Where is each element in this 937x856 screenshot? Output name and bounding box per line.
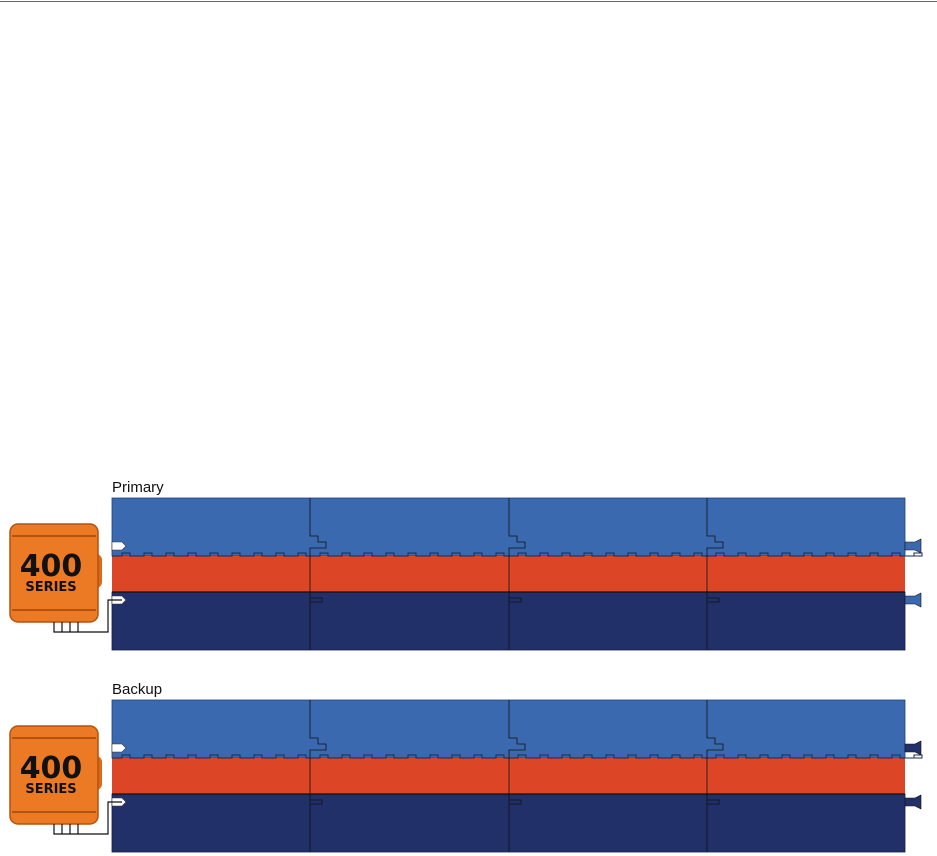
segment-joint <box>706 700 724 852</box>
device-series: SERIES <box>25 580 76 595</box>
lower-connector <box>310 799 323 805</box>
device-cable <box>53 599 122 633</box>
lower-connector <box>707 597 720 603</box>
panel-label: Primary <box>112 479 164 496</box>
segment-joint <box>309 700 327 852</box>
end-connector-right <box>904 538 922 554</box>
segment-joint <box>508 700 526 852</box>
segment-joint <box>706 498 724 650</box>
end-connector-right <box>904 794 922 810</box>
segment-joint <box>309 498 327 650</box>
end-connector-right <box>904 740 922 756</box>
lid-lower <box>111 591 906 651</box>
end-connector-right <box>904 592 922 608</box>
segment-joint <box>508 498 526 650</box>
device-cable <box>53 801 122 835</box>
lower-connector <box>310 597 323 603</box>
lower-connector <box>509 597 522 603</box>
lid-upper <box>111 699 906 759</box>
channel-teeth <box>112 552 923 557</box>
device-series: SERIES <box>25 782 76 797</box>
lower-connector <box>509 799 522 805</box>
end-connector-left <box>111 743 127 753</box>
device-number: 400 <box>20 549 83 584</box>
lower-connector <box>707 799 720 805</box>
lid-lower <box>111 793 906 853</box>
panel-label: Backup <box>112 681 162 698</box>
device-number: 400 <box>20 751 83 786</box>
center-channel <box>112 556 905 592</box>
end-connector-left <box>111 541 127 551</box>
center-channel <box>112 758 905 794</box>
lid-upper <box>111 497 906 557</box>
channel-teeth <box>112 754 923 759</box>
